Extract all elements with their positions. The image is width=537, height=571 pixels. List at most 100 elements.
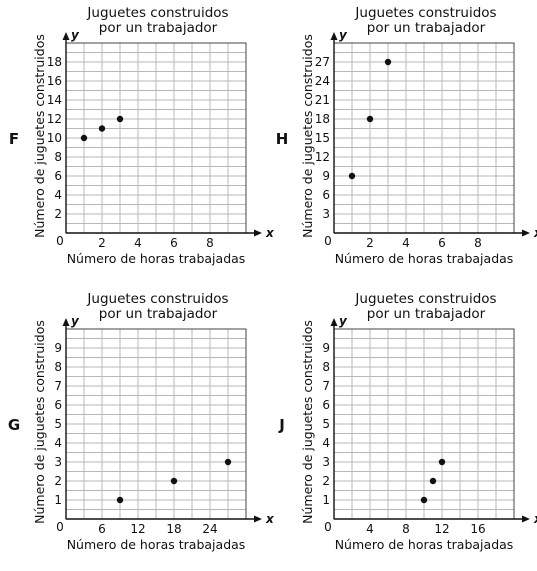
chart-panel-f: Juguetes construidos por un trabajador x y 0… xyxy=(0,0,275,285)
x-tick-label: 6 xyxy=(98,522,106,536)
y-axis-letter: y xyxy=(71,28,80,42)
y-axis-label: Número de juguetes construidos xyxy=(300,320,315,524)
origin-label: 0 xyxy=(56,520,64,534)
y-tick-label: 3 xyxy=(54,455,62,469)
data-point xyxy=(116,115,124,123)
x-tick-label: 4 xyxy=(134,236,142,250)
y-tick-label: 16 xyxy=(47,74,62,88)
data-point xyxy=(366,115,374,123)
x-tick-label: 2 xyxy=(98,236,106,250)
y-axis-arrow xyxy=(62,32,70,40)
y-tick-label: 9 xyxy=(322,169,330,183)
y-tick-label: 6 xyxy=(322,188,330,202)
y-tick-label: 15 xyxy=(315,131,330,145)
chart-title-line-1: Juguetes construidos xyxy=(354,291,496,307)
option-letter: F xyxy=(9,130,19,148)
data-point xyxy=(80,134,88,142)
y-tick-label: 3 xyxy=(322,455,330,469)
y-tick-label: 9 xyxy=(54,341,62,355)
option-letter: G xyxy=(8,416,20,434)
chart-title-line-1: Juguetes construidos xyxy=(354,5,496,21)
x-tick-label: 6 xyxy=(438,236,446,250)
x-tick-label: 12 xyxy=(130,522,145,536)
y-tick-label: 18 xyxy=(47,55,62,69)
y-tick-label: 10 xyxy=(47,131,62,145)
y-tick-label: 8 xyxy=(54,360,62,374)
y-axis-letter: y xyxy=(339,28,348,42)
data-point xyxy=(348,172,356,180)
grid xyxy=(65,42,247,234)
data-point xyxy=(438,458,446,466)
x-tick-label: 2 xyxy=(366,236,374,250)
y-axis-label: Número de juguetes construidos xyxy=(32,320,47,524)
y-tick-label: 14 xyxy=(47,93,62,107)
x-axis-arrow xyxy=(254,515,262,523)
x-tick-label: 24 xyxy=(202,522,217,536)
y-tick-label: 21 xyxy=(315,93,330,107)
y-axis-arrow xyxy=(330,32,338,40)
grid xyxy=(333,328,515,520)
y-tick-label: 4 xyxy=(322,436,330,450)
data-point xyxy=(384,58,392,66)
x-tick-label: 8 xyxy=(474,236,482,250)
y-tick-label: 1 xyxy=(322,493,330,507)
y-axis-letter: y xyxy=(339,314,348,328)
chart-title-line-2: por un trabajador xyxy=(367,20,486,36)
origin-label: 0 xyxy=(56,234,64,248)
x-axis-arrow xyxy=(522,515,530,523)
chart-title-line-2: por un trabajador xyxy=(99,306,218,322)
x-tick-label: 8 xyxy=(206,236,214,250)
x-tick-label: 4 xyxy=(402,236,410,250)
data-point xyxy=(116,496,124,504)
y-tick-label: 27 xyxy=(315,55,330,69)
origin-label: 0 xyxy=(324,520,332,534)
origin-label: 0 xyxy=(324,234,332,248)
y-tick-label: 6 xyxy=(322,398,330,412)
chart-title-line-2: por un trabajador xyxy=(99,20,218,36)
grid xyxy=(333,42,515,234)
x-axis-arrow xyxy=(522,229,530,237)
chart-panel-g: Juguetes construidos por un trabajador x y 0… xyxy=(0,286,275,571)
y-axis-arrow xyxy=(62,318,70,326)
y-tick-label: 8 xyxy=(54,150,62,164)
y-tick-label: 2 xyxy=(54,474,62,488)
x-axis-label: Número de horas trabajadas xyxy=(335,251,514,266)
y-tick-label: 5 xyxy=(322,417,330,431)
y-tick-label: 24 xyxy=(315,74,330,88)
x-tick-label: 16 xyxy=(470,522,485,536)
y-tick-label: 6 xyxy=(54,398,62,412)
y-tick-label: 8 xyxy=(322,360,330,374)
y-tick-label: 5 xyxy=(54,417,62,431)
y-tick-label: 4 xyxy=(54,188,62,202)
x-axis-label: Número de horas trabajadas xyxy=(335,537,514,552)
data-point xyxy=(429,477,437,485)
x-axis-letter: x xyxy=(265,226,275,240)
data-point xyxy=(98,125,106,132)
y-axis-letter: y xyxy=(71,314,80,328)
y-tick-label: 18 xyxy=(315,112,330,126)
x-axis-letter: x xyxy=(533,512,537,526)
x-axis-letter: x xyxy=(265,512,275,526)
y-tick-label: 4 xyxy=(54,436,62,450)
y-tick-label: 2 xyxy=(54,207,62,221)
chart-title-line-1: Juguetes construidos xyxy=(86,291,228,307)
y-tick-label: 6 xyxy=(54,169,62,183)
y-tick-label: 7 xyxy=(322,379,330,393)
x-tick-label: 6 xyxy=(170,236,178,250)
grid xyxy=(65,328,247,520)
data-point xyxy=(224,458,232,466)
y-tick-label: 7 xyxy=(54,379,62,393)
y-tick-label: 1 xyxy=(54,493,62,507)
x-axis-arrow xyxy=(254,229,262,237)
x-axis-label: Número de horas trabajadas xyxy=(67,537,246,552)
option-letter: H xyxy=(276,130,289,148)
x-tick-label: 4 xyxy=(366,522,374,536)
x-axis-letter: x xyxy=(533,226,537,240)
x-tick-label: 12 xyxy=(434,522,449,536)
